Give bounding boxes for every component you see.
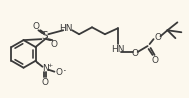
Text: HN: HN: [60, 24, 73, 33]
Text: O: O: [56, 68, 63, 77]
Text: O: O: [131, 49, 138, 58]
Text: O: O: [33, 22, 40, 31]
Text: ·: ·: [63, 65, 66, 78]
Text: S: S: [41, 31, 48, 41]
Text: HN: HN: [111, 44, 125, 54]
Text: N: N: [42, 64, 49, 73]
Text: O: O: [154, 33, 161, 42]
Text: O: O: [42, 78, 49, 87]
Text: +: +: [47, 63, 52, 68]
Text: O: O: [151, 56, 158, 65]
Text: O: O: [51, 40, 58, 49]
